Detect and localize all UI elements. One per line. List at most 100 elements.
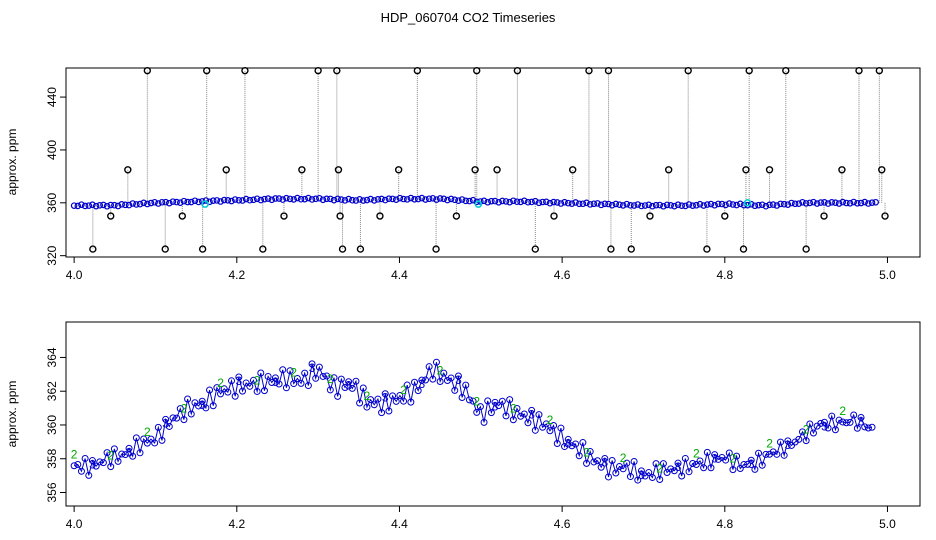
outlier-point	[471, 166, 479, 174]
data-point	[264, 195, 272, 202]
outlier-point	[607, 245, 615, 253]
data-point	[791, 200, 799, 208]
data-point	[597, 201, 605, 209]
data-point	[411, 195, 418, 203]
data-point	[99, 459, 107, 467]
data-point	[107, 463, 115, 471]
data-point	[74, 202, 82, 210]
data-point	[766, 450, 774, 458]
data-point	[297, 195, 305, 203]
series-marker: 3	[821, 419, 828, 433]
data-point	[652, 201, 660, 209]
data-point	[615, 463, 623, 471]
data-point	[132, 434, 140, 442]
data-point	[824, 200, 832, 207]
data-point	[239, 197, 246, 204]
data-point	[133, 201, 140, 208]
data-point	[206, 386, 214, 394]
data-point	[180, 197, 188, 205]
data-point	[623, 200, 631, 208]
outlier-point	[298, 166, 306, 174]
data-point	[129, 452, 137, 460]
data-point	[766, 201, 773, 209]
data-point	[96, 202, 104, 209]
data-point	[579, 439, 587, 447]
data-point	[681, 454, 689, 462]
y-axis: 356 358 360 362 364	[45, 347, 66, 503]
series-marker: 3	[858, 414, 865, 428]
data-point	[400, 397, 408, 405]
data-point	[70, 202, 78, 209]
data-point	[407, 194, 415, 202]
data-point	[813, 200, 821, 207]
data-point	[747, 456, 755, 464]
data-point	[122, 201, 129, 209]
data-point	[788, 199, 795, 207]
series-marker: 2	[730, 452, 737, 466]
x-tick-label: 4.6	[554, 268, 571, 282]
series-marker: 2	[71, 448, 78, 462]
outlier-point	[334, 166, 343, 174]
data-point	[604, 473, 612, 481]
y-tick-label: 400	[45, 140, 59, 160]
data-point	[103, 449, 111, 457]
data-point	[535, 199, 543, 207]
data-point	[418, 376, 426, 384]
data-point	[861, 198, 868, 206]
data-point	[290, 380, 298, 388]
data-point	[806, 420, 814, 428]
data-point	[854, 199, 861, 207]
outlier-point	[585, 66, 593, 75]
data-point	[542, 420, 550, 428]
data-point	[209, 197, 217, 204]
data-point	[407, 398, 415, 406]
data-point	[762, 450, 770, 458]
data-point	[696, 457, 704, 465]
outlier-point	[531, 245, 539, 253]
data-point	[868, 199, 876, 206]
data-point	[784, 437, 792, 445]
data-point	[403, 381, 411, 389]
data-point	[279, 366, 287, 374]
data-point	[594, 457, 602, 465]
data-point	[220, 196, 228, 204]
data-point	[557, 424, 565, 432]
data-point	[693, 201, 700, 209]
data-point	[597, 463, 605, 471]
outlier-point	[703, 245, 711, 253]
outlier-point	[881, 212, 889, 220]
data-point	[828, 198, 836, 206]
data-point	[429, 194, 437, 202]
data-point	[758, 201, 766, 209]
data-point	[151, 439, 159, 447]
data-point	[586, 201, 594, 208]
data-point	[517, 198, 524, 206]
data-point	[92, 202, 100, 210]
data-point	[513, 404, 521, 412]
data-point	[92, 462, 100, 470]
data-point	[257, 196, 265, 204]
data-point	[831, 426, 839, 434]
data-point	[850, 198, 858, 206]
data-point	[455, 197, 462, 204]
data-point	[605, 200, 612, 208]
data-point	[242, 195, 250, 203]
data-point	[294, 194, 301, 202]
data-point	[480, 418, 488, 426]
data-point	[484, 198, 492, 206]
data-point	[319, 372, 327, 380]
data-point	[839, 198, 847, 206]
data-point	[444, 196, 451, 204]
data-point	[594, 200, 601, 207]
data-point	[176, 405, 184, 413]
series-marker: 2	[254, 373, 261, 387]
data-point	[572, 440, 580, 448]
data-point	[608, 457, 616, 465]
data-point	[381, 196, 389, 204]
outlier-point	[356, 245, 365, 253]
data-point	[711, 451, 719, 459]
data-point	[224, 388, 232, 396]
plot-frame	[65, 321, 921, 507]
data-point	[125, 444, 133, 452]
